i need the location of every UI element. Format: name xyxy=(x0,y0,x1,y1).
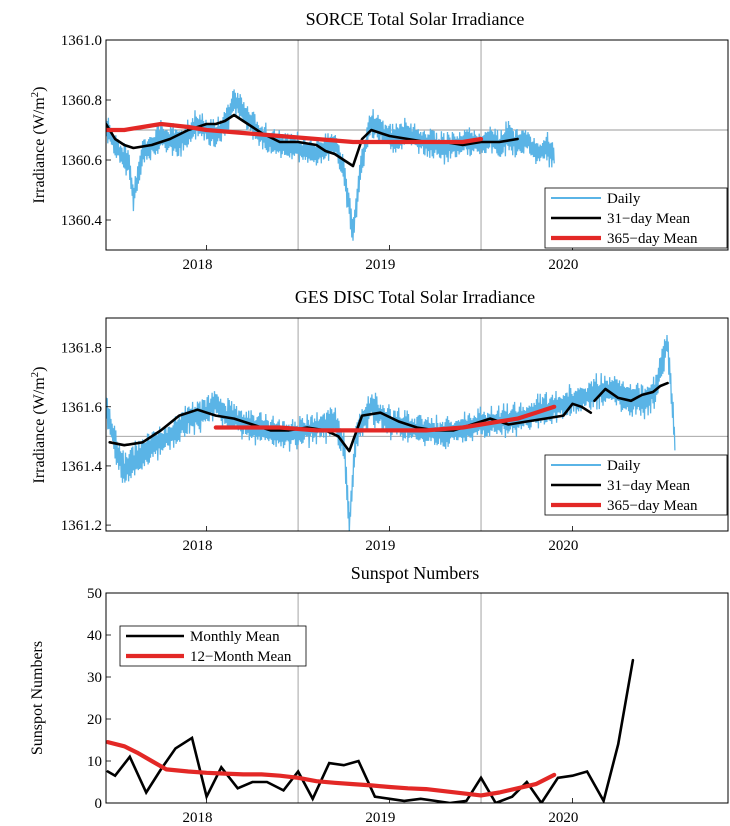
y-tick-label: 0 xyxy=(95,796,103,812)
y-tick-label: 10 xyxy=(87,754,102,770)
series-line-31-day-mean xyxy=(108,381,669,453)
legend: Daily 31−day Mean 365−day Mean xyxy=(544,454,728,516)
y-tick-label: 1360.8 xyxy=(61,93,102,109)
x-tick-label: 2018 xyxy=(182,810,212,826)
chart-title: SORCE Total Solar Irradiance xyxy=(306,9,525,29)
y-tick-label: 1361.8 xyxy=(61,341,102,357)
x-tick-label: 2020 xyxy=(548,810,578,826)
y-tick-label: 1361.4 xyxy=(61,459,103,475)
x-tick-label: 2019 xyxy=(365,538,395,554)
legend-entry-label: 31−day Mean xyxy=(607,211,691,227)
x-tick-label: 2018 xyxy=(182,257,212,273)
legend: Daily 31−day Mean 365−day Mean xyxy=(544,187,728,249)
chart-title: GES DISC Total Solar Irradiance xyxy=(295,287,535,307)
legend-entry-label: 31−day Mean xyxy=(607,478,691,494)
series-line-daily xyxy=(106,89,555,241)
y-tick-label: 50 xyxy=(87,586,102,602)
x-tick-label: 2020 xyxy=(548,538,578,554)
y-tick-label: 1360.6 xyxy=(61,153,103,169)
y-axis-label: Irradiance (W/m2) xyxy=(29,367,48,484)
y-tick-label: 40 xyxy=(87,628,102,644)
chart-title: Sunspot Numbers xyxy=(351,563,480,583)
series-group xyxy=(106,89,555,241)
x-tick-label: 2019 xyxy=(365,257,395,273)
legend: Monthly Mean 12−Month Mean xyxy=(119,625,307,667)
legend-entry-label: 12−Month Mean xyxy=(190,649,292,665)
y-axis-label: Sunspot Numbers xyxy=(29,641,46,755)
y-tick-label: 30 xyxy=(87,670,102,686)
series-group xyxy=(106,658,635,803)
series-group xyxy=(106,334,676,531)
plot-frame xyxy=(105,39,729,251)
chart-panel-1: SORCE Total Solar Irradiance 1360.4 1360.6… xyxy=(29,9,729,273)
legend-entry-label: Monthly Mean xyxy=(190,629,280,645)
x-tick-label: 2020 xyxy=(548,257,578,273)
y-tick-label: 1360.4 xyxy=(61,213,103,229)
plot-frame xyxy=(105,592,729,804)
y-tick-label: 1361.0 xyxy=(61,33,102,49)
y-tick-label: 1361.6 xyxy=(61,400,103,416)
y-tick-label: 1361.2 xyxy=(61,518,102,534)
legend-entry-label: Daily xyxy=(607,191,641,207)
chart-panel-2: GES DISC Total Solar Irradiance 1361.2 136… xyxy=(29,287,729,554)
legend-entry-label: 365−day Mean xyxy=(607,498,698,514)
plot-frame xyxy=(105,317,729,532)
y-tick-label: 20 xyxy=(87,712,102,728)
y-axis-label: Irradiance (W/m2) xyxy=(29,87,48,204)
legend-box xyxy=(119,625,307,667)
series-line-365-day-mean xyxy=(106,121,484,145)
x-tick-label: 2018 xyxy=(182,538,212,554)
x-tick-label: 2019 xyxy=(365,810,395,826)
series-line-monthly-mean xyxy=(106,658,635,803)
series-line-12-month-mean xyxy=(106,740,557,798)
legend-entry-label: 365−day Mean xyxy=(607,231,698,247)
series-line-365-day-mean xyxy=(213,404,557,433)
chart-panel-3: Sunspot Numbers 0 10 20 30 40 50 2018 2019 2020 Su… xyxy=(29,563,729,826)
legend-entry-label: Daily xyxy=(607,458,641,474)
series-line-daily xyxy=(106,334,676,531)
